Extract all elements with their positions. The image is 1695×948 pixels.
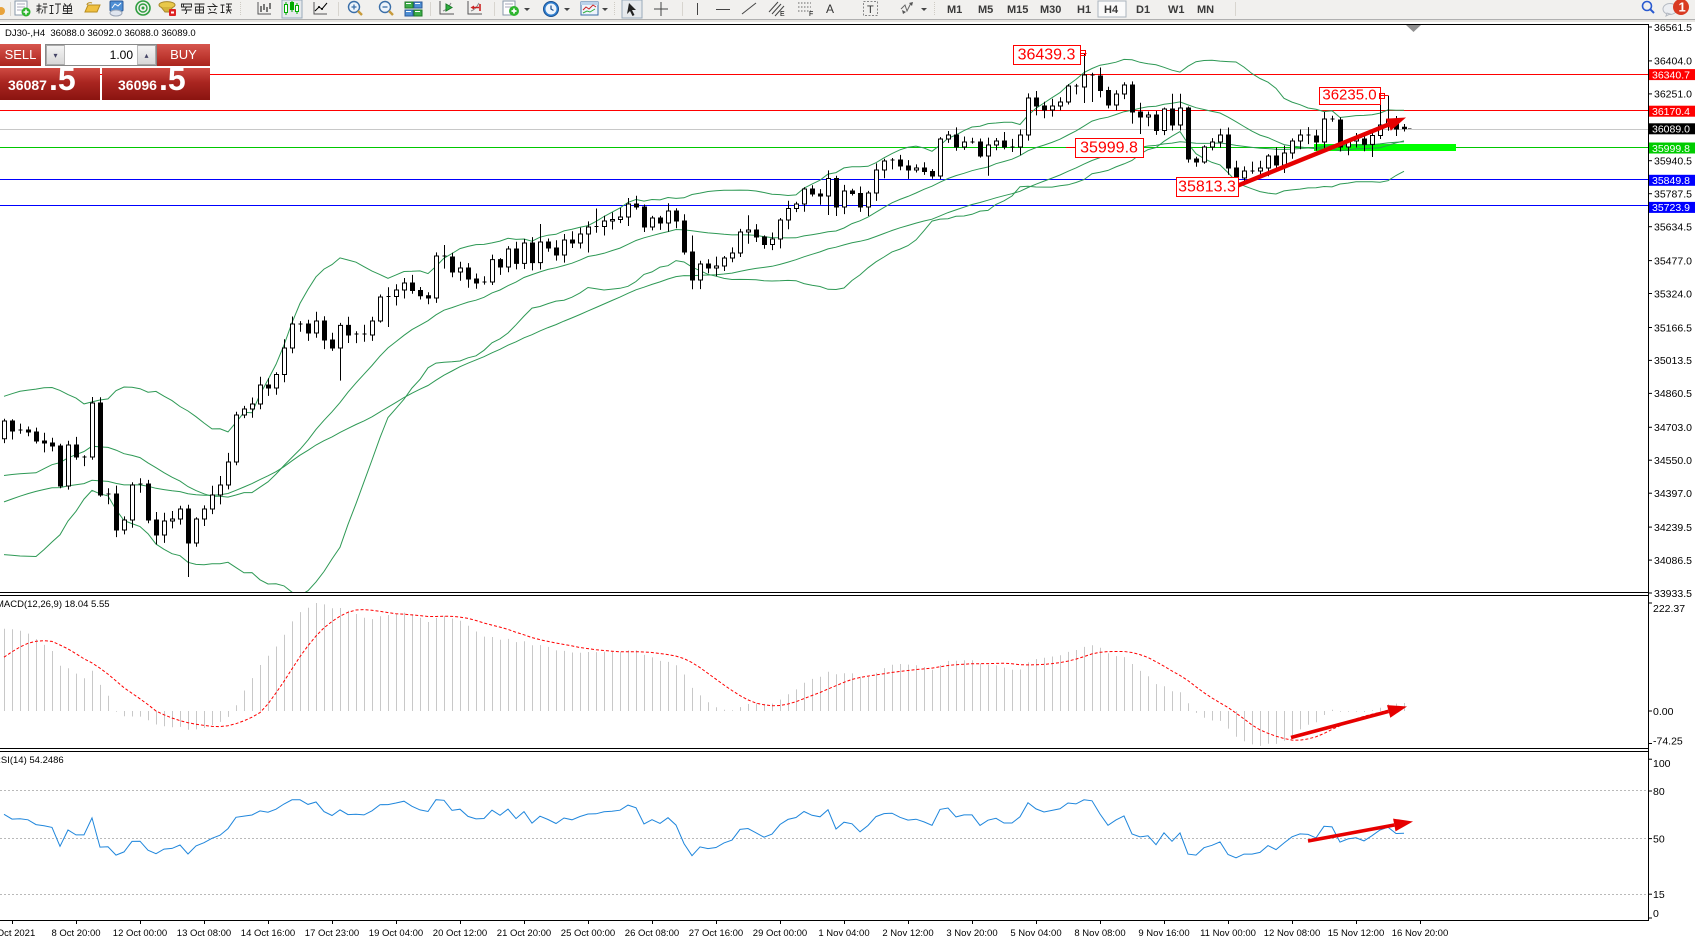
svg-text:13 Oct 08:00: 13 Oct 08:00 <box>177 928 231 939</box>
svg-text:34397.0: 34397.0 <box>1654 488 1692 500</box>
svg-text:M5: M5 <box>978 4 993 16</box>
svg-text:222.37: 222.37 <box>1653 603 1685 615</box>
svg-text:27 Oct 16:00: 27 Oct 16:00 <box>689 928 743 939</box>
svg-text:8 Nov 08:00: 8 Nov 08:00 <box>1074 928 1125 939</box>
svg-text:35324.0: 35324.0 <box>1654 288 1692 300</box>
svg-text:M1: M1 <box>947 4 962 16</box>
svg-text:36340.7: 36340.7 <box>1652 69 1690 81</box>
svg-text:W1: W1 <box>1168 4 1185 16</box>
svg-text:35723.9: 35723.9 <box>1652 202 1690 214</box>
svg-text:M15: M15 <box>1007 4 1028 16</box>
svg-text:7 Oct 2021: 7 Oct 2021 <box>0 928 35 939</box>
svg-text:11 Nov 00:00: 11 Nov 00:00 <box>1200 928 1256 939</box>
svg-text:15 Nov 12:00: 15 Nov 12:00 <box>1328 928 1385 939</box>
svg-text:RSI(14) 54.2486: RSI(14) 54.2486 <box>0 755 64 766</box>
svg-text:1: 1 <box>1679 0 1686 15</box>
svg-text:5 Nov 04:00: 5 Nov 04:00 <box>1010 928 1061 939</box>
svg-text:MN: MN <box>1197 4 1214 16</box>
svg-text:2 Nov 12:00: 2 Nov 12:00 <box>882 928 933 939</box>
svg-text:12 Oct 00:00: 12 Oct 00:00 <box>113 928 167 939</box>
svg-text:35849.8: 35849.8 <box>1652 175 1690 187</box>
svg-text:17 Oct 23:00: 17 Oct 23:00 <box>305 928 359 939</box>
svg-text:D1: D1 <box>1136 4 1150 16</box>
svg-text:1 Nov 04:00: 1 Nov 04:00 <box>818 928 869 939</box>
svg-text:H1: H1 <box>1077 4 1091 16</box>
svg-text:19 Oct 04:00: 19 Oct 04:00 <box>369 928 423 939</box>
svg-text:35999.8: 35999.8 <box>1080 140 1138 157</box>
svg-text:MACD(12,26,9) 18.04 5.55: MACD(12,26,9) 18.04 5.55 <box>0 599 110 610</box>
svg-text:34086.5: 34086.5 <box>1654 555 1692 567</box>
svg-text:8 Oct 20:00: 8 Oct 20:00 <box>51 928 100 939</box>
svg-text:9 Nov 16:00: 9 Nov 16:00 <box>1138 928 1189 939</box>
svg-text:35813.3: 35813.3 <box>1178 179 1236 196</box>
svg-text:-74.25: -74.25 <box>1653 735 1683 747</box>
svg-text:100: 100 <box>1653 758 1671 770</box>
svg-text:29 Oct 00:00: 29 Oct 00:00 <box>753 928 807 939</box>
svg-text:35940.5: 35940.5 <box>1654 156 1692 168</box>
svg-text:14 Oct 16:00: 14 Oct 16:00 <box>241 928 295 939</box>
svg-text:36170.4: 36170.4 <box>1652 106 1690 118</box>
svg-text:34550.0: 34550.0 <box>1654 455 1692 467</box>
svg-text:80: 80 <box>1653 786 1665 798</box>
svg-text:M30: M30 <box>1040 4 1061 16</box>
svg-text:0: 0 <box>1653 908 1659 920</box>
svg-text:12 Nov 08:00: 12 Nov 08:00 <box>1264 928 1321 939</box>
svg-text:34860.5: 34860.5 <box>1654 388 1692 400</box>
svg-text:36404.0: 36404.0 <box>1654 56 1692 68</box>
svg-text:20 Oct 12:00: 20 Oct 12:00 <box>433 928 487 939</box>
svg-text:36439.3: 36439.3 <box>1018 47 1076 64</box>
svg-text:35013.5: 35013.5 <box>1654 355 1692 367</box>
svg-text:35999.8: 35999.8 <box>1652 143 1690 155</box>
svg-text:0.00: 0.00 <box>1653 706 1674 718</box>
svg-text:DJ30-,H4 36088.0 36092.0 3608: DJ30-,H4 36088.0 36092.0 36088.0 36089.0 <box>5 28 196 39</box>
svg-text:F: F <box>809 11 813 18</box>
svg-text:A: A <box>826 2 834 16</box>
svg-text:34703.0: 34703.0 <box>1654 422 1692 434</box>
svg-text:36089.0: 36089.0 <box>1652 124 1690 136</box>
svg-text:T: T <box>867 4 874 16</box>
svg-text:3 Nov 20:00: 3 Nov 20:00 <box>946 928 997 939</box>
svg-text:36235.0: 36235.0 <box>1322 87 1376 104</box>
svg-text:16 Nov 20:00: 16 Nov 20:00 <box>1392 928 1449 939</box>
svg-text:36561.5: 36561.5 <box>1654 22 1692 34</box>
svg-text:33933.5: 33933.5 <box>1654 588 1692 600</box>
svg-text:H4: H4 <box>1104 4 1119 16</box>
svg-text:E: E <box>780 11 785 18</box>
svg-text:35166.5: 35166.5 <box>1654 322 1692 334</box>
svg-text:34239.5: 34239.5 <box>1654 522 1692 534</box>
svg-text:35634.5: 35634.5 <box>1654 222 1692 234</box>
svg-text:36251.0: 36251.0 <box>1654 89 1692 101</box>
svg-text:21 Oct 20:00: 21 Oct 20:00 <box>497 928 551 939</box>
svg-text:26 Oct 08:00: 26 Oct 08:00 <box>625 928 679 939</box>
svg-text:15: 15 <box>1653 889 1665 901</box>
svg-text:25 Oct 00:00: 25 Oct 00:00 <box>561 928 615 939</box>
svg-text:35787.5: 35787.5 <box>1654 189 1692 201</box>
svg-text:50: 50 <box>1653 833 1665 845</box>
svg-text:35477.0: 35477.0 <box>1654 255 1692 267</box>
